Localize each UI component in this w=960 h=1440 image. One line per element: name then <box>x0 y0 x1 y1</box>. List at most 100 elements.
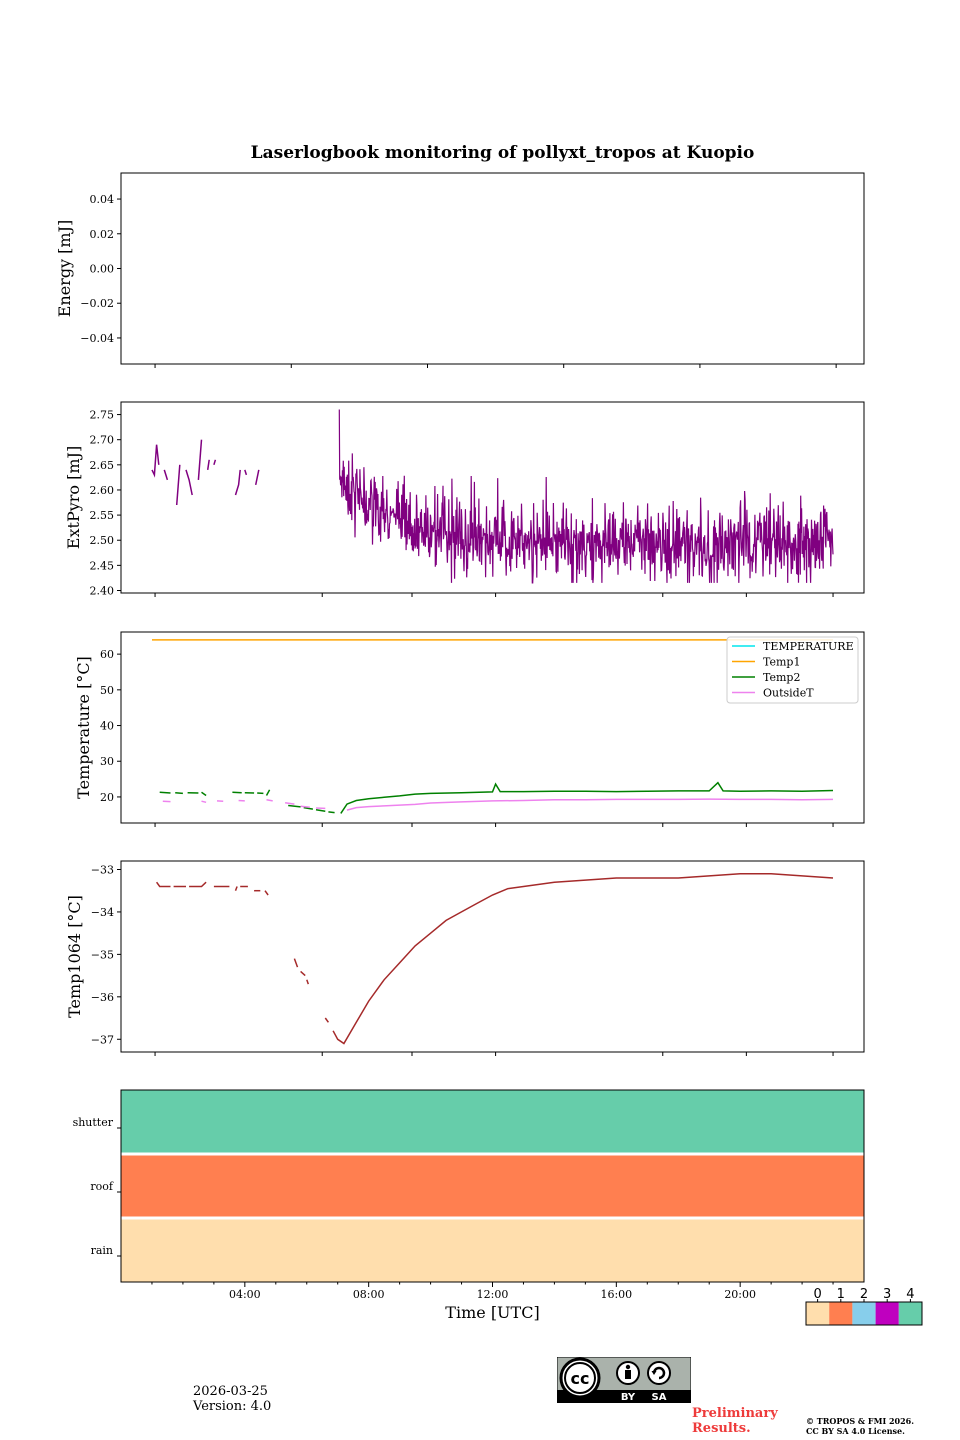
series-extpyro-noisy-line <box>338 409 834 584</box>
panel-status: shutter roof rain 04:00 08:00 12:00 16:00 20:00… <box>73 1089 923 1326</box>
y-tick-label: 20 <box>100 791 114 804</box>
axes-frame <box>120 631 865 824</box>
series-outsidet-segment <box>284 801 295 805</box>
preliminary-results-note: Preliminary Results. <box>692 1406 778 1436</box>
cc-by-sa-badge: cc BY SA <box>557 1357 691 1403</box>
series-outsidet-segment <box>201 800 207 804</box>
plot-area-temp1064 <box>155 872 834 1045</box>
legend-box <box>726 636 859 704</box>
y-tick-label: 2.50 <box>90 534 115 547</box>
y-tick-label: 2.60 <box>90 484 115 497</box>
svg-text:cc: cc <box>571 1369 590 1388</box>
series-temp2-segment <box>340 781 834 814</box>
series-temp2-segment <box>159 791 171 794</box>
series-extpyro-segment <box>213 459 217 466</box>
colorbar-tick-label: 3 <box>883 1287 891 1302</box>
y-tick-label: −35 <box>91 948 114 961</box>
colorbar-cell-4 <box>898 1302 922 1325</box>
axes-frame <box>120 860 865 1053</box>
panel-temperature: 60 50 40 30 20 Temperature [°C] TEMPERATURE Tem… <box>74 631 865 827</box>
series-temp2-segment <box>328 811 335 814</box>
series-temp2-segment <box>265 789 271 796</box>
colorbar-tick-label: 2 <box>860 1287 868 1302</box>
plot-area-extpyro <box>151 409 834 584</box>
legend-label-temperature: TEMPERATURE <box>763 640 854 653</box>
y-axis-label: Energy [mJ] <box>55 220 74 318</box>
y-axis-label: ExtPyro [mJ] <box>64 446 83 549</box>
y-tick-label: 2.45 <box>90 559 115 572</box>
cc-sa-label: SA <box>652 1392 667 1403</box>
date-version-block: 2026-03-25 Version: 4.0 <box>193 1384 271 1414</box>
x-tick-label: 08:00 <box>353 1288 385 1301</box>
cc-by-label: BY <box>621 1392 636 1403</box>
panel-energy: Laserlogbook monitoring of pollyxt_tropo… <box>55 143 865 368</box>
series-extpyro-segment <box>197 439 203 480</box>
series-temp2-segment <box>303 806 314 810</box>
colorbar-cell-3 <box>875 1302 899 1325</box>
x-tick-label: 04:00 <box>229 1288 261 1301</box>
series-outsidet-segment <box>300 805 310 809</box>
series-extpyro-segment <box>234 469 241 496</box>
y-tick-label: 30 <box>100 755 114 768</box>
colorbar-tick-label: 1 <box>837 1287 845 1302</box>
series-temp1064-segment <box>155 881 171 888</box>
series-extpyro-segment <box>175 464 181 506</box>
status-row-shutter <box>121 1090 864 1154</box>
y-tick-label: 2.55 <box>90 509 115 522</box>
y-tick-label: −34 <box>91 906 114 919</box>
series-temp2-segment <box>201 791 207 797</box>
copyright-note: © TROPOS & FMI 2026. CC BY SA 4.0 Licens… <box>806 1416 914 1436</box>
version-text: Version: 4.0 <box>193 1399 272 1414</box>
y-tick-label: 0.00 <box>90 263 115 276</box>
y-tick-label: −33 <box>91 863 114 876</box>
cc-icon <box>564 1362 596 1394</box>
legend-label-temp1: Temp1 <box>763 656 800 669</box>
x-axis-label: Time [UTC] <box>445 1303 539 1322</box>
series-temp1064-segment <box>234 886 238 891</box>
series-temp2-segment <box>175 791 183 795</box>
y-tick-label: 2.40 <box>90 584 115 597</box>
x-tick-label: 20:00 <box>724 1288 756 1301</box>
colorbar-tick-label: 0 <box>813 1287 821 1302</box>
status-row-label: rain <box>91 1244 113 1257</box>
panel-extpyro: 2.75 2.70 2.65 2.60 2.55 2.50 2.45 2.40 ExtPyro … <box>64 401 865 597</box>
copyright-line-1: © TROPOS & FMI 2026. <box>806 1416 915 1426</box>
series-extpyro-segment <box>163 469 169 481</box>
x-tick-label: 16:00 <box>600 1288 632 1301</box>
series-temp2-segment <box>315 809 326 812</box>
series-extpyro-segment <box>254 469 260 486</box>
plot-area-temperature <box>152 639 834 814</box>
y-tick-label: 60 <box>100 648 114 661</box>
y-tick-label: 2.70 <box>90 434 115 447</box>
x-tick-label: 12:00 <box>477 1288 509 1301</box>
series-extpyro-segment <box>244 469 248 476</box>
status-row-rain <box>121 1218 864 1282</box>
preliminary-line-2: Results. <box>692 1421 751 1436</box>
series-temp1064-segment <box>306 979 310 985</box>
legend: TEMPERATURE Temp1 Temp2 OutsideT <box>726 636 859 704</box>
y-tick-label: 2.75 <box>90 409 115 422</box>
series-temp1064-segment <box>189 881 207 888</box>
y-tick-label: 0.04 <box>90 193 115 206</box>
series-temp1064-segment <box>293 958 299 968</box>
y-tick-label: 50 <box>100 684 114 697</box>
colorbar-cell-1 <box>829 1302 853 1325</box>
preliminary-line-1: Preliminary <box>692 1406 778 1421</box>
series-outsidet-segment <box>266 799 273 802</box>
y-axis-label: Temp1064 [°C] <box>65 895 84 1018</box>
status-row-label: shutter <box>73 1116 114 1129</box>
date-text: 2026-03-25 <box>193 1384 268 1399</box>
series-extpyro-segment <box>151 444 160 478</box>
legend-label-temp2: Temp2 <box>763 671 800 684</box>
sa-icon <box>647 1361 671 1385</box>
colorbar-cell-2 <box>852 1302 876 1325</box>
colorbar-tick-label: 4 <box>906 1287 914 1302</box>
y-tick-label: 40 <box>100 720 114 733</box>
y-tick-label: −37 <box>91 1033 114 1046</box>
series-temp2-segment <box>288 804 301 808</box>
copyright-line-2: CC BY SA 4.0 License. <box>806 1426 905 1436</box>
series-temp1064-segment <box>332 872 834 1045</box>
y-tick-label: 0.02 <box>90 228 115 241</box>
